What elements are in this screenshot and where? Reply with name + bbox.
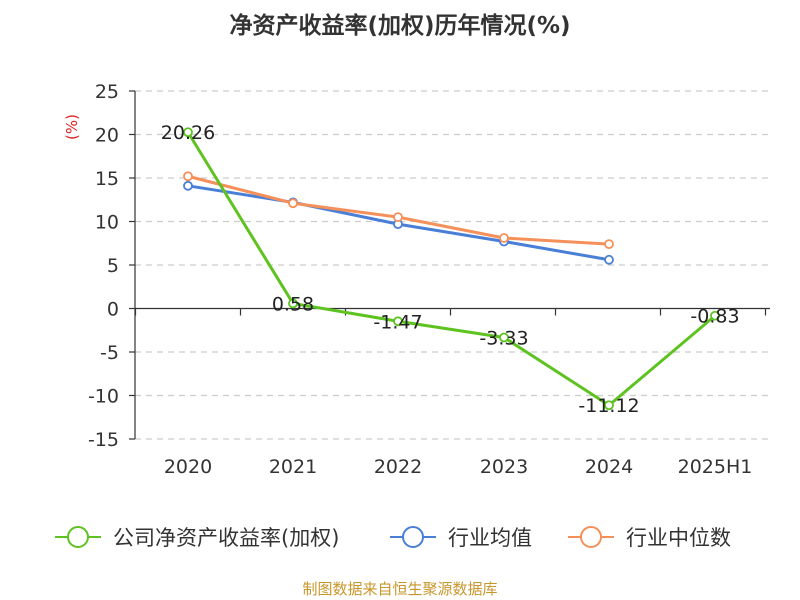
data-point <box>393 316 403 327</box>
y-tick-label: 25 <box>95 81 119 103</box>
data-label: 0.58 <box>272 293 314 315</box>
y-tick-label: 10 <box>95 212 119 234</box>
x-tick-label: 2022 <box>374 456 422 478</box>
data-label: -1.47 <box>373 311 422 333</box>
x-tick-label: 2023 <box>480 456 528 478</box>
chart-title: 净资产收益率(加权)历年情况(%) <box>229 13 571 39</box>
series-line <box>186 131 716 407</box>
y-tick-label: 20 <box>95 125 119 147</box>
legend-label: 行业中位数 <box>626 526 731 550</box>
y-tick-label: 5 <box>107 255 119 277</box>
y-tick-label: -5 <box>100 342 119 364</box>
data-point <box>604 254 614 265</box>
legend-label: 行业均值 <box>448 526 532 550</box>
y-tick-label: 15 <box>95 168 119 190</box>
data-point <box>499 332 509 343</box>
data-point <box>288 198 298 209</box>
data-point <box>604 239 614 250</box>
legend-marker <box>580 526 602 548</box>
x-tick-label: 2024 <box>585 456 633 478</box>
y-tick-label: -10 <box>88 386 119 408</box>
data-point <box>604 400 614 411</box>
x-tick-label: 2025H1 <box>678 456 753 478</box>
grid-lines <box>135 90 770 440</box>
legend-label: 公司净资产收益率(加权) <box>113 526 339 550</box>
data-labels: 20.26 0.58 -1.47 -3.33 -11.12 -0.83 <box>161 122 740 417</box>
data-label: -0.83 <box>690 306 739 328</box>
axes: -15 -10 -5 0 5 10 15 20 25 2020 2021 2022 2023 2024 20… <box>63 81 770 478</box>
data-point <box>499 233 509 243</box>
legend-marker <box>402 526 424 548</box>
data-point <box>288 298 298 309</box>
legend[interactable]: 公司净资产收益率(加权) 行业均值 行业中位数 <box>55 526 731 550</box>
data-label: 20.26 <box>161 122 215 144</box>
data-label: -11.12 <box>578 395 639 417</box>
y-tick-label: 0 <box>107 299 119 321</box>
data-point <box>183 171 193 182</box>
data-point <box>710 310 720 321</box>
data-point <box>183 127 193 138</box>
data-label: -3.33 <box>479 327 528 349</box>
x-tick-label: 2020 <box>164 456 212 478</box>
data-point <box>183 180 193 191</box>
legend-marker <box>67 526 89 548</box>
x-tick-label: 2021 <box>269 456 317 478</box>
data-point <box>393 212 403 223</box>
y-axis-label: (%) <box>63 114 81 140</box>
y-tick-label: -15 <box>88 429 119 451</box>
source-note: 制图数据来自恒生聚源数据库 <box>302 580 498 598</box>
series-lines <box>183 127 720 411</box>
